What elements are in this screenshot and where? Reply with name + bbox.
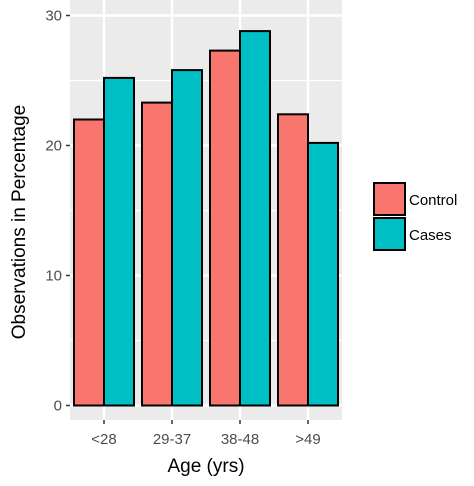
legend: Control Cases (374, 183, 457, 250)
legend-key-cases (374, 218, 405, 250)
bar-cases-1 (172, 70, 202, 405)
legend-label-control: Control (409, 192, 457, 209)
bar-cases-3 (308, 143, 338, 406)
bar-cases-2 (240, 31, 270, 405)
y-axis-title: Observations in Percentage (9, 105, 30, 339)
x-axis-title: Age (yrs) (167, 456, 244, 477)
y-tick-label: 20 (45, 138, 62, 155)
legend-key-control (374, 183, 405, 215)
bar-control-3 (278, 114, 308, 405)
bar-cases-0 (104, 78, 134, 406)
x-tick-label: >49 (295, 431, 320, 448)
bar-control-2 (210, 51, 240, 406)
bar-control-0 (74, 120, 104, 406)
x-tick-label: <28 (91, 431, 116, 448)
y-tick-label: 10 (45, 268, 62, 285)
x-tick-label: 29-37 (153, 431, 191, 448)
y-tick-label: 0 (54, 398, 62, 415)
y-tick-label: 30 (45, 8, 62, 25)
legend-label-cases: Cases (409, 227, 452, 244)
bar-control-1 (142, 103, 172, 406)
x-tick-label: 38-48 (221, 431, 259, 448)
